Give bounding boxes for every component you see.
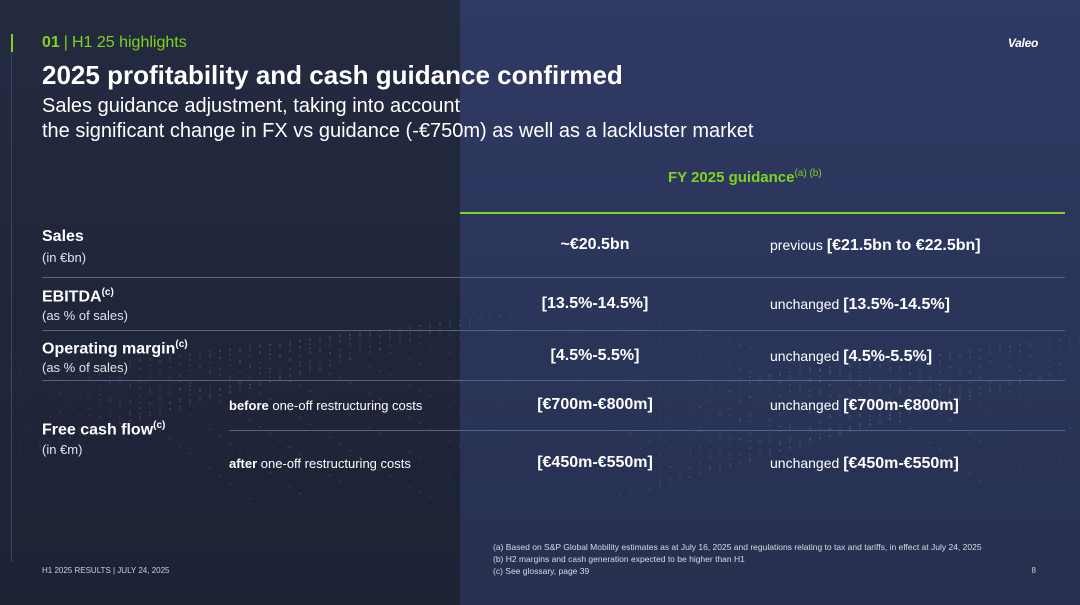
valeo-logo: Valeo [1007, 36, 1038, 50]
footnote-b: (b) H2 margins and cash generation expec… [493, 554, 745, 564]
ebitda-footnote-ref: (c) [101, 287, 114, 298]
ebitda-guidance-value: [13.5%-14.5%] [541, 295, 649, 312]
row-unit-ebitda: (as % of sales) [42, 308, 128, 323]
operating-margin-footnote-ref: (c) [175, 339, 188, 350]
row-label-free-cash-flow: Free cash flow(c) [42, 420, 165, 439]
guidance-column-title: FY 2025 guidance [668, 169, 795, 186]
fcf-after-guidance-value: [€450m-€550m] [537, 454, 653, 471]
background-left-panel [0, 0, 460, 605]
fcf-after-previous: unchanged [€450m-€550m] [770, 455, 959, 473]
background-right-panel [460, 0, 1080, 605]
sub-row-divider [229, 430, 1065, 431]
fcf-before-label: before one-off restructuring costs [229, 398, 422, 413]
fcf-before-bold: before [229, 398, 269, 413]
fcf-before-previous-value: [€700m-€800m] [843, 397, 959, 414]
footnote-c: (c) See glossary, page 39 [493, 566, 590, 576]
fcf-after-previous-value: [€450m-€550m] [843, 455, 959, 472]
footnotes: (a) Based on S&P Global Mobility estimat… [493, 541, 982, 577]
fcf-before-rest: one-off restructuring costs [268, 398, 423, 413]
sales-guidance-value: ~€20.5bn [560, 236, 630, 253]
ebitda-previous: unchanged [13.5%-14.5%] [770, 296, 950, 314]
row-label-ebitda: EBITDA(c) [42, 287, 114, 306]
page-number: 8 [1031, 566, 1036, 575]
page-title: 2025 profitability and cash guidance con… [42, 60, 623, 90]
guidance-column-header: FY 2025 guidance(a) (b) [668, 168, 822, 186]
row-label-sales: Sales [42, 228, 84, 246]
section-label: 01 | H1 25 highlights [42, 34, 187, 52]
sales-previous: previous [€21.5bn to €22.5bn] [770, 237, 981, 255]
ebitda-previous-prefix: unchanged [770, 296, 840, 312]
section-guide-line [11, 52, 12, 562]
row-unit-free-cash-flow: (in €m) [42, 442, 83, 457]
section-accent-bar [11, 34, 13, 52]
section-number: 01 [42, 34, 60, 51]
row-label-operating-margin: Operating margin(c) [42, 339, 188, 358]
ebitda-label-text: EBITDA [42, 288, 102, 306]
fcf-after-label: after one-off restructuring costs [229, 456, 411, 471]
fcf-before-previous: unchanged [€700m-€800m] [770, 397, 959, 415]
fcf-after-previous-prefix: unchanged [770, 455, 840, 471]
footnote-a: (a) Based on S&P Global Mobility estimat… [493, 542, 982, 552]
row-unit-sales: (in €bn) [42, 250, 87, 265]
fcf-after-bold: after [229, 456, 258, 471]
decorative-dot-wave [0, 309, 1080, 500]
operating-margin-label-text: Operating margin [42, 340, 176, 358]
sales-previous-prefix: previous [770, 237, 823, 253]
row-divider [42, 380, 1065, 381]
sales-label-text: Sales [42, 228, 84, 245]
fcf-label-text: Free cash flow [42, 421, 154, 439]
row-divider [42, 330, 1065, 331]
fcf-after-rest: one-off restructuring costs [257, 456, 411, 471]
fcf-before-previous-prefix: unchanged [770, 397, 840, 413]
guidance-column-footnote-refs: (a) (b) [794, 168, 822, 179]
operating-margin-previous-value: [4.5%-5.5%] [843, 348, 933, 365]
subtitle-line-1: Sales guidance adjustment, taking into a… [42, 95, 461, 117]
operating-margin-previous: unchanged [4.5%-5.5%] [770, 348, 932, 366]
sales-previous-value: [€21.5bn to €22.5bn] [826, 237, 981, 254]
operating-margin-guidance-value: [4.5%-5.5%] [550, 347, 640, 364]
fcf-footnote-ref: (c) [153, 420, 166, 431]
row-unit-operating-margin: (as % of sales) [42, 360, 128, 375]
page-subtitle: Sales guidance adjustment, taking into a… [42, 94, 753, 144]
ebitda-previous-value: [13.5%-14.5%] [843, 296, 950, 313]
section-separator: | [63, 34, 68, 51]
fcf-before-guidance-value: [€700m-€800m] [537, 396, 653, 413]
footer-document-label: H1 2025 RESULTS | JULY 24, 2025 [42, 566, 170, 575]
section-title: H1 25 highlights [71, 34, 187, 51]
subtitle-line-2: the significant change in FX vs guidance… [42, 120, 754, 142]
header-underline [460, 212, 1065, 214]
operating-margin-previous-prefix: unchanged [770, 348, 840, 364]
row-divider [42, 277, 1065, 278]
